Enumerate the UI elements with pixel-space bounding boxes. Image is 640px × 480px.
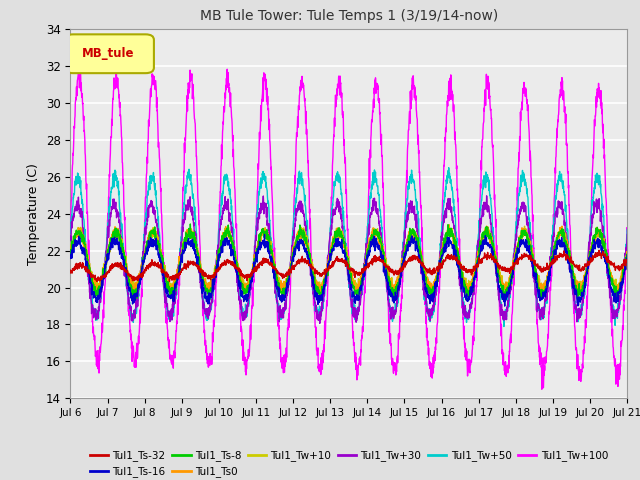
Legend: Tul1_Ts-32, Tul1_Ts-16, Tul1_Ts-8, Tul1_Ts0, Tul1_Tw+10, Tul1_Tw+30, Tul1_Tw+50,: Tul1_Ts-32, Tul1_Ts-16, Tul1_Ts-8, Tul1_… [86,446,612,480]
Y-axis label: Temperature (C): Temperature (C) [27,163,40,264]
Text: MB_tule: MB_tule [82,47,134,60]
Title: MB Tule Tower: Tule Temps 1 (3/19/14-now): MB Tule Tower: Tule Temps 1 (3/19/14-now… [200,10,498,24]
FancyBboxPatch shape [65,35,154,73]
